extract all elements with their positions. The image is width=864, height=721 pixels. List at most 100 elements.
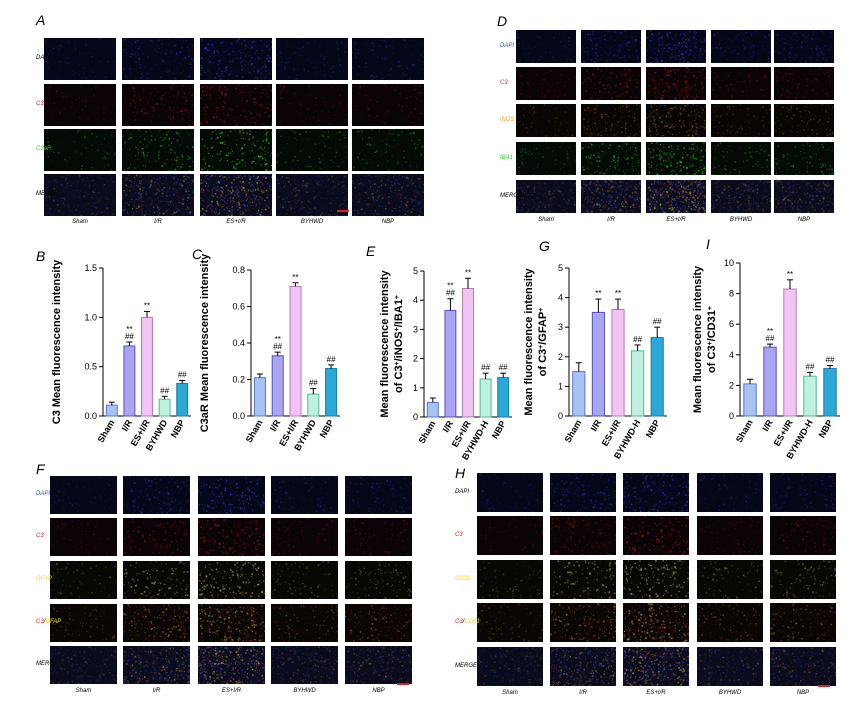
chart-g-bar <box>631 350 645 417</box>
micrograph-tile <box>646 30 706 63</box>
micrograph-tile <box>774 30 834 63</box>
chart-g-significance-label: ** <box>595 289 601 298</box>
y-axis-label-part: Mean fluorescence intensity <box>379 269 391 417</box>
chart-c-bar <box>325 368 338 417</box>
micrograph-tile <box>123 476 190 514</box>
micrograph-tile <box>550 647 616 686</box>
micrograph-tile <box>122 129 194 171</box>
micrograph-tile <box>44 129 116 171</box>
chart-c-significance-label: ** <box>292 273 298 282</box>
row-label-part: MERGE <box>455 662 478 669</box>
chart-i-ytick-label: 8 <box>729 289 734 299</box>
chart-g-ytick-label: 1 <box>558 381 563 391</box>
chart-e-ytick-label: 5 <box>413 266 418 276</box>
micrograph-tile <box>581 180 641 213</box>
chart-g-y-axis-label: Mean fluorescence intensity <box>523 267 535 415</box>
micrograph-tile <box>774 180 834 213</box>
micrograph-tile <box>581 67 641 100</box>
micrograph-tile <box>623 473 689 512</box>
scale-bar <box>397 683 409 685</box>
micrograph-tile <box>200 84 272 126</box>
micrograph-tile <box>770 647 836 686</box>
chart-c-bar <box>271 355 284 417</box>
y-axis-label-part: Mean fluorescence intensity <box>523 267 535 415</box>
micrograph-tile <box>711 104 771 137</box>
micrograph-tile <box>623 560 689 599</box>
row-label: C3 <box>36 533 44 539</box>
micrograph-tile <box>200 38 272 80</box>
chart-b-ytick-label: 0.5 <box>84 362 97 372</box>
chart-i-bar <box>823 368 837 417</box>
chart-i-category-label: I/R <box>760 418 775 433</box>
chart-b-y-axis-label: C3 Mean fluorescence intensity <box>51 259 63 424</box>
micrograph-tile <box>345 561 412 599</box>
micrograph-tile <box>198 646 265 684</box>
micrograph-tile <box>352 84 424 126</box>
micrograph-tile <box>50 561 117 599</box>
micrograph-tile <box>44 38 116 80</box>
micrograph-tile <box>550 603 616 642</box>
micrograph-tile <box>770 516 836 555</box>
row-label-part: C3 <box>36 101 44 107</box>
chart-i-significance-label: ** <box>787 270 793 279</box>
micrograph-tile <box>44 84 116 126</box>
micrograph-tile <box>550 560 616 599</box>
row-label: C3 <box>36 101 44 107</box>
micrograph-tile <box>697 603 763 642</box>
micrograph-tile <box>352 38 424 80</box>
chart-e-ytick-label: 4 <box>413 295 418 305</box>
row-label-part: GFAP <box>45 619 62 625</box>
group-label: ES+I/R <box>221 688 242 694</box>
chart-g-ytick-label: 4 <box>558 293 563 303</box>
chart-b-bar <box>141 316 153 417</box>
group-label: BYHWD <box>729 217 753 223</box>
row-label-part: CD31 <box>464 618 480 625</box>
chart-i-category-label: Sham <box>734 418 755 444</box>
chart-e-bar <box>497 377 510 418</box>
row-label: C3 <box>500 80 508 86</box>
y-axis-label-part: Mean fluorescence intensity <box>692 265 704 413</box>
chart-i-bar <box>803 375 817 417</box>
micrograph-tile <box>581 104 641 137</box>
chart-c-significance-label: ## <box>309 379 318 388</box>
micrograph-tile <box>697 560 763 599</box>
micrograph-tile <box>697 516 763 555</box>
micrograph-tile <box>646 104 706 137</box>
row-label-part: iNOS <box>500 116 515 123</box>
group-label: ES+I/R <box>666 217 686 223</box>
chart-b-significance-label: ** <box>144 301 150 310</box>
y-axis-label-part: of C3 <box>393 365 405 393</box>
chart-e-bar <box>444 309 457 418</box>
row-label-part: DAPI <box>36 55 51 61</box>
row-label-part: MERGE <box>36 661 59 667</box>
micrograph-tile <box>44 174 116 216</box>
group-label: BYHWD <box>718 690 742 696</box>
chart-i-ytick-label: 6 <box>729 319 734 329</box>
micrograph-tile <box>516 180 576 213</box>
chart-i-significance-label: ## <box>826 356 835 365</box>
micrograph-tile <box>50 518 117 556</box>
micrograph-tile <box>774 67 834 100</box>
chart-g-ytick-label: 0 <box>558 411 563 421</box>
row-label-part: C3 <box>455 618 463 625</box>
micrograph-tile <box>770 560 836 599</box>
micrograph-tile <box>50 646 117 684</box>
chart-g-significance-label: ## <box>653 317 662 326</box>
chart-e-ytick-label: 0 <box>413 412 418 422</box>
row-label-part: DAPI <box>455 488 470 495</box>
chart-b-significance-label: ** <box>126 325 132 334</box>
row-label-part: C3 <box>455 531 463 538</box>
chart-e-category-label: NBP <box>490 419 508 440</box>
micrograph-tile <box>271 518 338 556</box>
row-label-part: C3 <box>36 619 44 625</box>
row-label-part: / <box>43 619 46 625</box>
group-label: Sham <box>538 217 554 223</box>
micrograph-tile <box>581 30 641 63</box>
chart-c-significance-label: ## <box>327 355 336 364</box>
group-label: I/R <box>579 690 587 696</box>
chart-e-bar <box>462 288 474 418</box>
chart-c-y-axis-label: C3aR Mean fluorescence intensity <box>199 253 211 432</box>
micrograph-tile <box>477 473 543 512</box>
chart-i-ytick-label: 4 <box>729 350 734 360</box>
row-label: MERGE <box>36 661 58 667</box>
